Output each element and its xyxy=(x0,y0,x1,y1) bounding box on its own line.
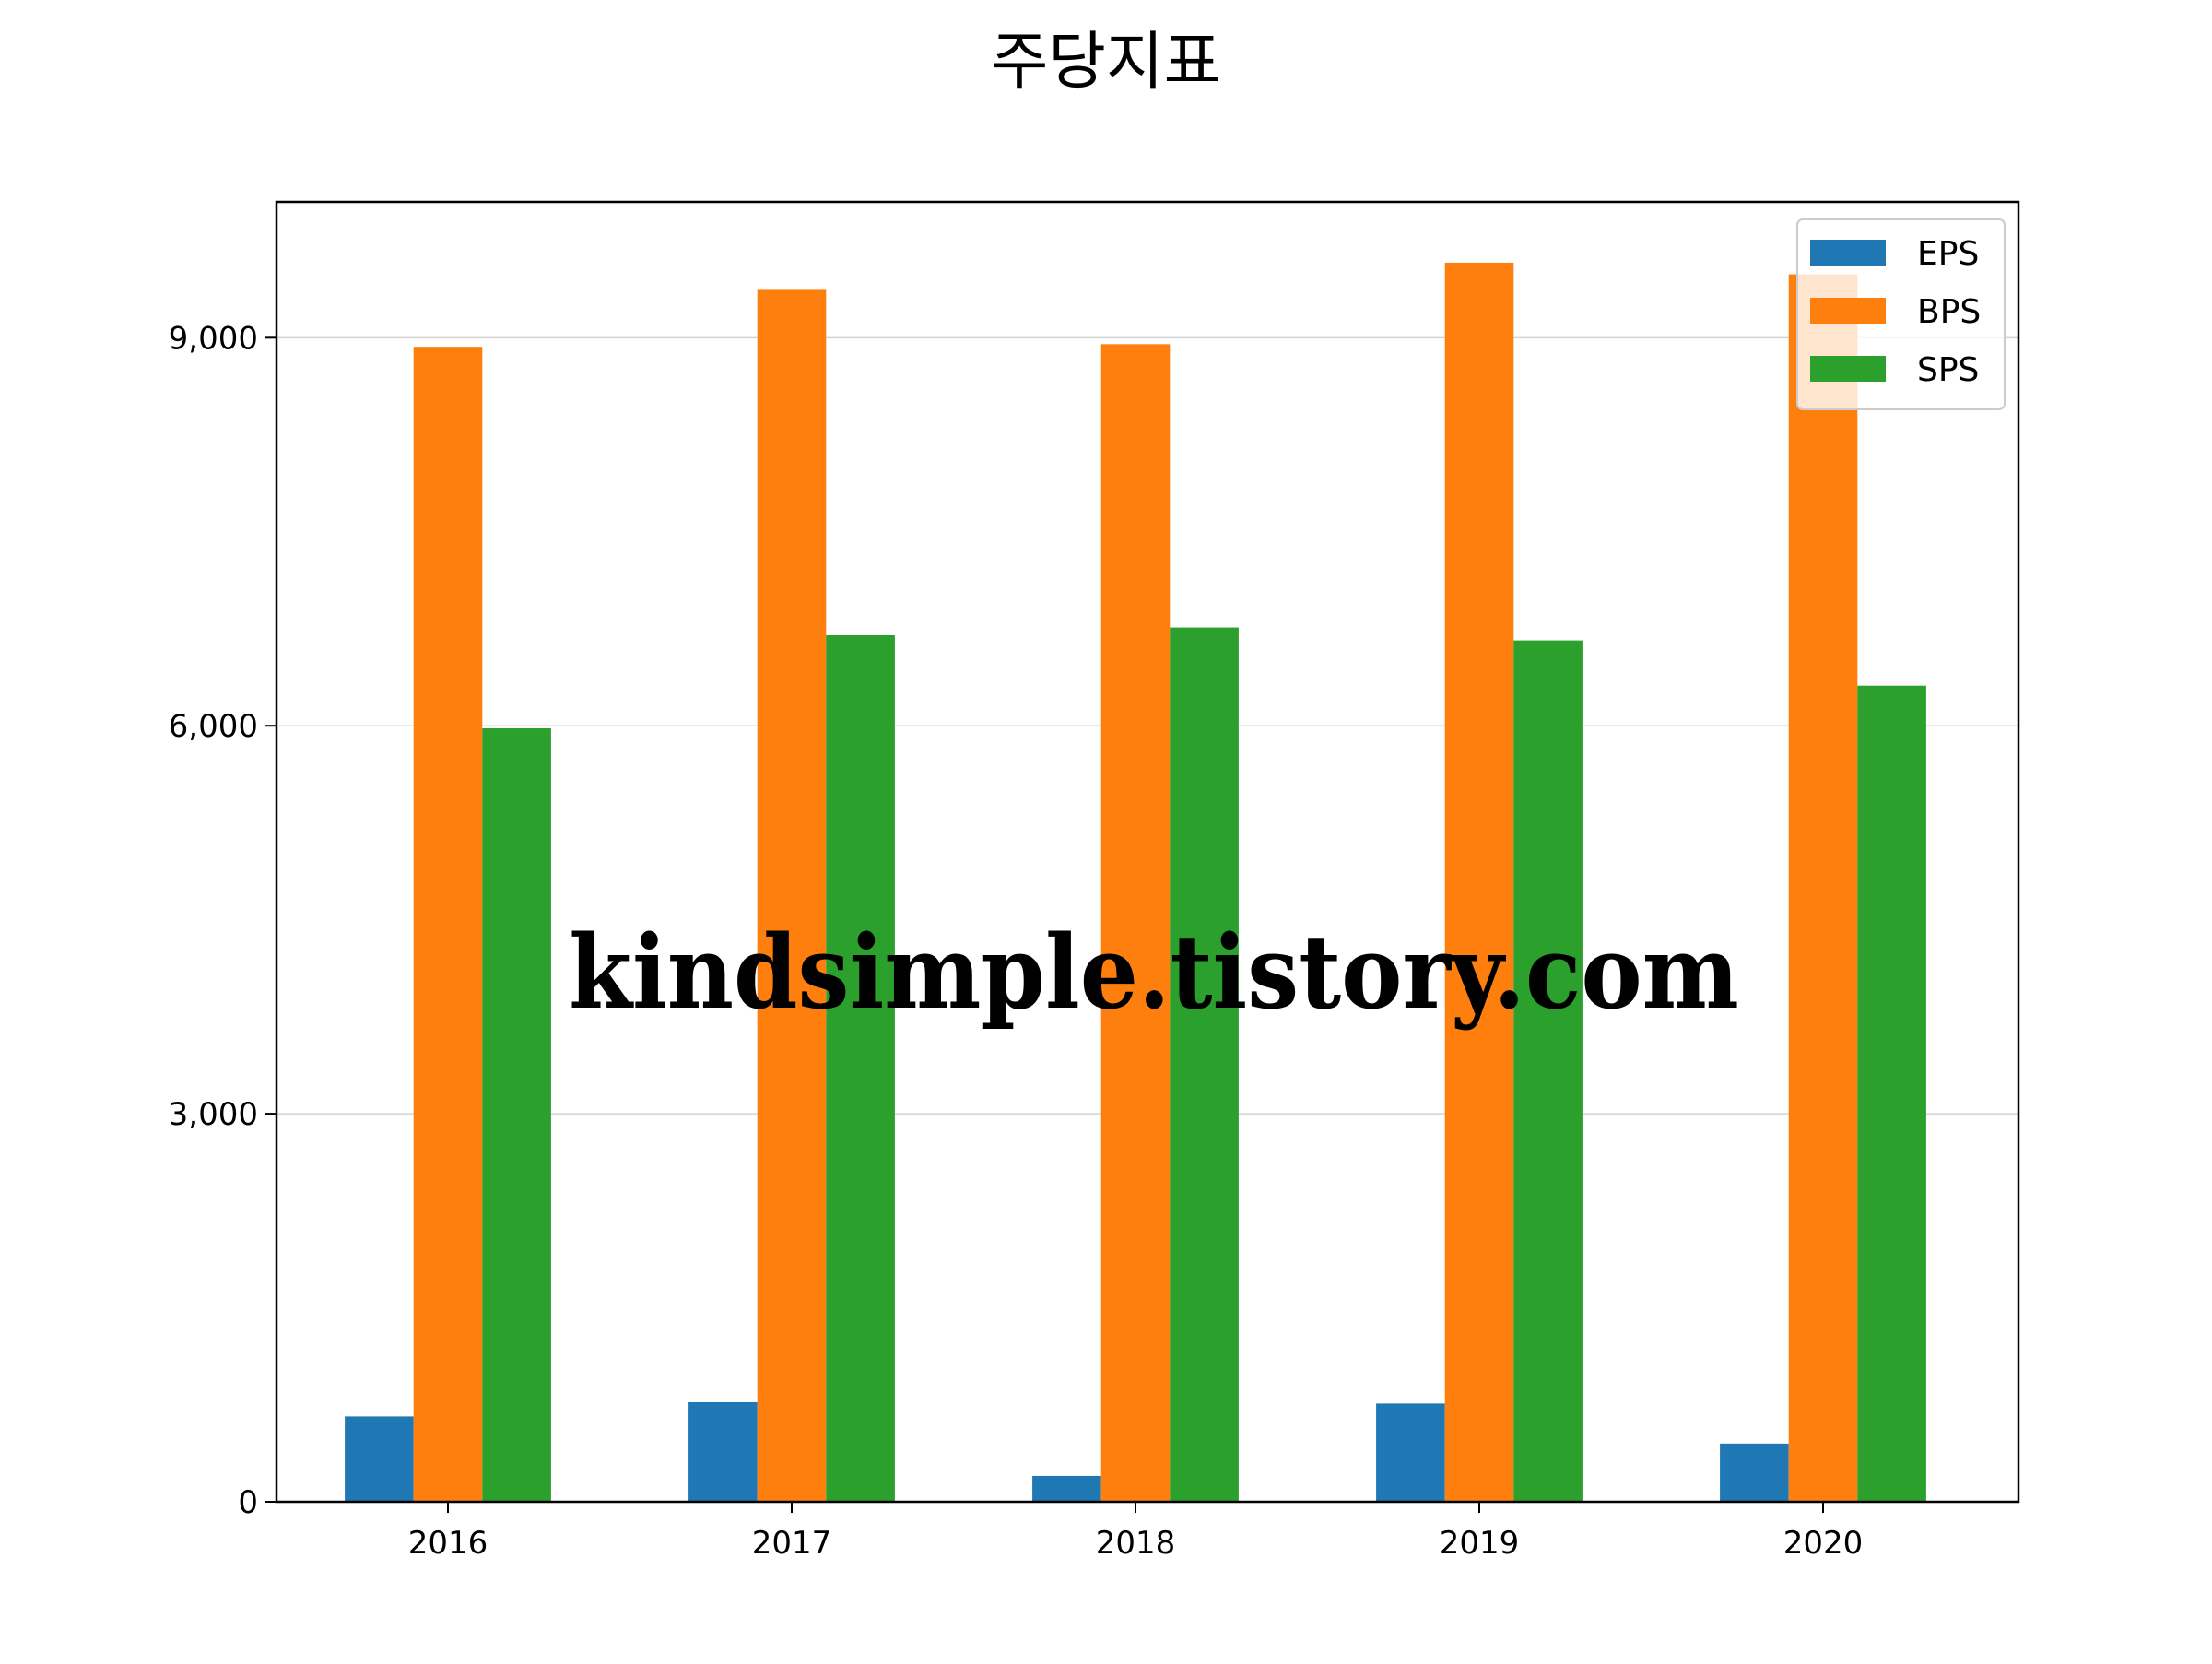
bar-bps-2017 xyxy=(757,289,827,1503)
bar-eps-2019 xyxy=(1376,1403,1445,1502)
plot-frame xyxy=(275,200,2020,1504)
y-axis: 0 3,000 6,000 9,000 xyxy=(169,320,276,1521)
x-tick-label: 2020 xyxy=(1783,1525,1864,1562)
bar-bps-2016 xyxy=(413,347,483,1503)
bar-eps-2018 xyxy=(1032,1475,1101,1502)
bars xyxy=(345,262,1926,1503)
chart-title: 주당지표 xyxy=(991,26,1221,99)
y-tick-label: 0 xyxy=(238,1484,258,1521)
legend-label-eps: EPS xyxy=(1917,235,1979,273)
bar-bps-2020 xyxy=(1788,274,1858,1503)
y-tick-label: 3,000 xyxy=(169,1096,258,1133)
legend-swatch-eps xyxy=(1810,240,1886,266)
bar-sps-2019 xyxy=(1513,640,1583,1502)
legend-swatch-bps xyxy=(1810,298,1886,324)
bar-bps-2018 xyxy=(1100,344,1171,1502)
bar-eps-2017 xyxy=(688,1401,758,1502)
y-tick-label: 9,000 xyxy=(169,320,258,357)
watermark-text: kindsimple.tistory.com xyxy=(569,913,1739,1032)
bar-bps-2019 xyxy=(1444,262,1514,1502)
x-tick-label: 2017 xyxy=(752,1525,832,1562)
bar-sps-2020 xyxy=(1857,685,1926,1502)
bar-sps-2016 xyxy=(482,728,551,1502)
legend-label-bps: BPS xyxy=(1917,293,1981,331)
bar-eps-2020 xyxy=(1720,1443,1789,1502)
x-tick-label: 2018 xyxy=(1096,1525,1176,1562)
bar-sps-2018 xyxy=(1170,627,1239,1502)
x-tick-label: 2016 xyxy=(408,1525,488,1562)
y-tick-label: 6,000 xyxy=(169,708,258,745)
x-axis: 2016 2017 2018 2019 2020 xyxy=(408,1502,1864,1562)
legend: EPS BPS SPS xyxy=(1796,218,2006,410)
bar-sps-2017 xyxy=(826,635,895,1502)
legend-label-sps: SPS xyxy=(1917,351,1979,389)
legend-swatch-sps xyxy=(1810,356,1886,382)
x-tick-label: 2019 xyxy=(1440,1525,1520,1562)
bar-eps-2016 xyxy=(345,1416,414,1502)
